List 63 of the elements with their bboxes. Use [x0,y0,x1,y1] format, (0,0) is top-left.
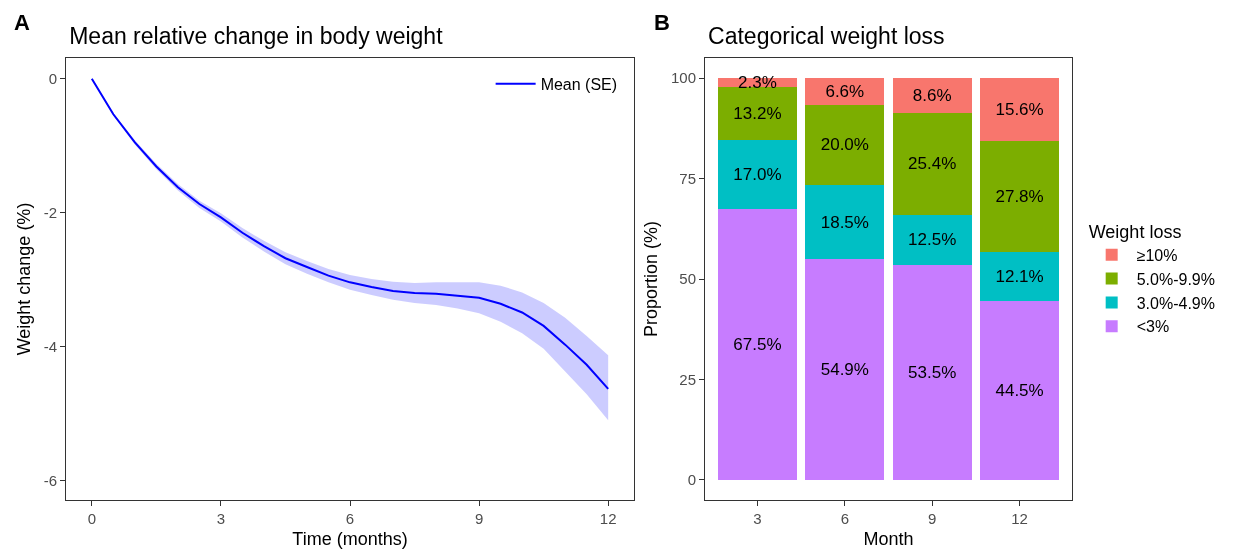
legend-label: ≥10% [1136,247,1178,265]
bar [892,264,972,480]
data-label: 44.5% [995,381,1044,401]
y-tick-label: -4 [43,337,57,355]
y-tick-label: 50 [679,270,696,288]
text: A [14,10,30,35]
y-tick-label: 75 [679,169,696,187]
legend-label: Mean (SE) [540,75,618,93]
bar [718,208,797,480]
x-axis-title: Month [863,529,914,550]
y-tick-label: 25 [679,370,696,388]
y-tick-label: 100 [670,69,696,87]
data-label: 13.2% [733,104,782,124]
data-label: 12.1% [995,267,1044,287]
data-label: 18.5% [820,212,869,232]
x-tick-label: 3 [753,510,762,527]
data-label: 20.0% [820,135,869,155]
bar [805,78,885,105]
y-tick-label: -2 [43,203,57,221]
y-tick-label: 0 [48,70,57,88]
y-axis-title: Weight change (%) [13,202,34,356]
bar [805,184,885,260]
chart-title: Categorical weight loss [708,23,945,50]
legend-label: 3.0%-4.9% [1136,294,1215,312]
bar [980,78,1059,141]
data-label: 2.3% [738,73,777,93]
legend-label: <3% [1136,318,1170,336]
bar [805,259,885,480]
text: B [654,10,670,35]
x-tick-label: 12 [1011,510,1028,527]
data-label: 54.9% [820,360,869,380]
legend-title: Weight loss [1088,221,1182,242]
x-axis-title: Time (months) [292,529,408,550]
x-tick-label: 9 [474,510,484,527]
data-label: 15.6% [995,99,1044,119]
chart-title: Mean relative change in body weight [69,23,444,50]
x-tick-label: 6 [840,510,849,527]
data-label: 8.6% [912,85,952,105]
x-tick-label: 9 [928,510,937,527]
data-label: 6.6% [825,81,865,101]
bar [805,104,885,185]
x-tick-label: 12 [599,510,617,527]
bar [892,112,972,215]
data-label: 53.5% [908,362,957,382]
x-tick-label: 0 [87,510,96,527]
legend-label: 5.0%-9.9% [1136,270,1215,288]
data-label: 25.4% [908,154,957,174]
bar [718,87,797,141]
data-label: 17.0% [733,165,782,185]
data-label: 27.8% [995,187,1044,207]
x-tick-label: 6 [345,510,355,527]
bar [892,78,972,113]
data-label: 12.5% [908,230,957,250]
bar [892,214,972,265]
bar [718,140,797,209]
bar [980,301,1059,480]
data-label: 67.5% [733,334,782,354]
bar [980,140,1059,253]
y-tick-label: -6 [43,471,57,489]
bar [980,252,1059,302]
x-tick-label: 3 [216,510,226,527]
y-axis-title: Proportion (%) [641,220,662,338]
y-tick-label: 0 [687,471,696,489]
